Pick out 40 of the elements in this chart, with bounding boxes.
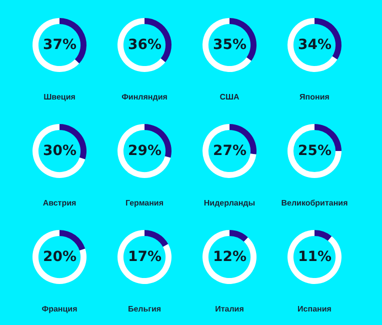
text: 34% (298, 37, 332, 53)
donut-slice (314, 230, 332, 241)
text: 12% (213, 249, 247, 265)
text: 35% (213, 37, 247, 53)
text: США (220, 92, 240, 102)
donut-slice (202, 230, 256, 284)
text: Австрия (42, 198, 76, 208)
text: Германия (125, 198, 164, 208)
text: Великобритания (281, 198, 348, 208)
text: 11% (298, 249, 332, 265)
text: 36% (128, 37, 162, 53)
text: Италия (215, 304, 244, 314)
text: Япония (300, 92, 330, 102)
donut-slice (118, 230, 172, 284)
text: Нидерланды (204, 198, 256, 208)
text: 20% (43, 249, 77, 265)
text: 25% (298, 143, 332, 159)
donut-slice (230, 230, 248, 242)
donut-slice (144, 230, 168, 247)
donut-slice (288, 18, 338, 72)
text: 37% (43, 37, 77, 53)
text: 29% (128, 143, 162, 159)
text: Испания (298, 304, 332, 314)
donut-slice (32, 230, 86, 284)
donut-slice (202, 124, 256, 178)
text: Швеция (44, 92, 76, 102)
donut-slice (60, 230, 86, 250)
donut-slice (288, 124, 342, 178)
text: Бельгия (128, 304, 162, 314)
text: 17% (128, 249, 162, 265)
text: 30% (43, 143, 77, 159)
text: 27% (213, 143, 247, 159)
text: Франция (42, 304, 78, 314)
donut-slice (32, 18, 80, 72)
donut-slice (118, 18, 166, 72)
donut-slice (202, 18, 252, 72)
donut-slice (288, 230, 342, 284)
donut-slice (118, 124, 171, 178)
donut-slice (32, 124, 86, 178)
text: Финляндия (122, 92, 168, 102)
